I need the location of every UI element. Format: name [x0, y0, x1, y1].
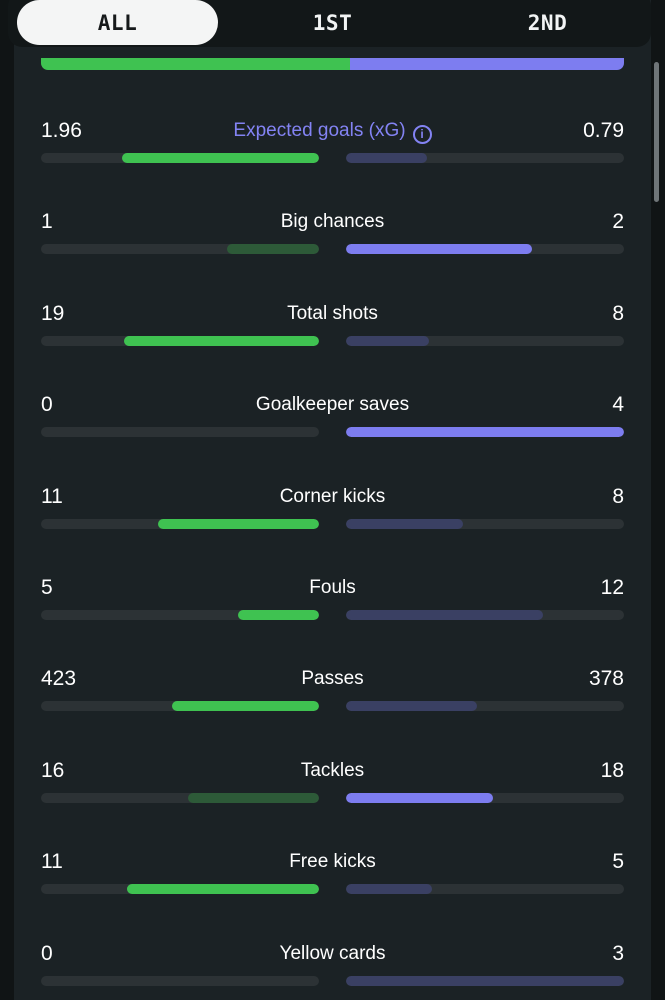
- stat-row: 5 Fouls 12: [41, 574, 624, 624]
- stat-away-bar-fill: [346, 518, 463, 529]
- stat-away-value: 4: [612, 393, 624, 417]
- period-tabs: ALL 1ST 2ND: [8, 0, 651, 47]
- stat-away-value: 0.79: [583, 119, 624, 142]
- stat-home-value: 16: [41, 758, 65, 782]
- stat-label-text: Tackles: [300, 759, 365, 781]
- stat-row: 0 Yellow cards 3: [41, 940, 624, 990]
- stat-home-value: 5: [41, 576, 53, 599]
- stat-home-bar-fill: [188, 792, 319, 803]
- stat-away-value: 18: [600, 758, 624, 782]
- stat-label-text: Free kicks: [289, 851, 376, 873]
- stat-away-bar: [346, 335, 624, 346]
- stat-label-text: Fouls: [309, 577, 356, 598]
- stat-label: Total shots: [41, 300, 624, 328]
- stat-label-text: Expected goals (xG): [233, 120, 406, 141]
- stat-away-bar: [346, 153, 624, 163]
- stat-label: Big chances: [41, 208, 624, 236]
- stat-home-bar: [41, 792, 319, 803]
- stats-card: [14, 0, 651, 1000]
- stat-home-bar: [41, 335, 319, 346]
- stat-home-bar: [41, 244, 319, 255]
- stat-away-value: 12: [600, 576, 624, 599]
- stat-home-bar: [41, 701, 319, 712]
- stat-label: Corner kicks: [41, 483, 624, 511]
- stat-home-bar: [41, 884, 319, 895]
- stat-away-bar: [346, 610, 624, 620]
- stat-home-value: 1.96: [41, 119, 82, 142]
- stat-away-value: 378: [588, 667, 624, 691]
- stat-home-bar-fill: [238, 610, 319, 620]
- stat-home-bar-fill: [227, 244, 319, 255]
- stat-home-bar: [41, 610, 319, 620]
- stat-away-bar-fill: [346, 610, 544, 620]
- stat-away-bar: [346, 792, 624, 803]
- stat-label[interactable]: Expected goals (xG) i: [41, 117, 624, 145]
- stat-away-bar: [346, 975, 624, 986]
- stat-away-bar: [346, 884, 624, 895]
- stat-away-bar: [346, 701, 624, 712]
- tab-first-half[interactable]: 1ST: [312, 10, 353, 35]
- stat-away-bar: [346, 427, 624, 438]
- stat-label: Yellow cards: [41, 940, 624, 968]
- stat-away-value: 8: [612, 301, 624, 325]
- stat-home-bar: [41, 975, 319, 986]
- stat-row: 19 Total shots 8: [41, 300, 624, 350]
- stat-home-value: 0: [41, 941, 53, 965]
- stat-label-text: Goalkeeper saves: [255, 394, 410, 416]
- stat-home-value: 1: [41, 210, 53, 234]
- stat-home-value: 19: [41, 301, 65, 325]
- stat-label-text: Corner kicks: [279, 485, 386, 507]
- stat-label: Passes: [41, 665, 624, 693]
- tab-all[interactable]: ALL: [17, 0, 218, 45]
- stat-row: 11 Corner kicks 8: [41, 483, 624, 533]
- stat-home-value: 11: [41, 484, 63, 508]
- stat-row: 1 Big chances 2: [41, 208, 624, 258]
- stat-row: 0 Goalkeeper saves 4: [41, 391, 624, 441]
- stat-away-bar-fill: [346, 244, 533, 255]
- stat-label-text: Total shots: [287, 302, 378, 324]
- stat-home-bar-fill: [171, 701, 319, 712]
- stat-away-bar-fill: [346, 427, 624, 438]
- stat-label-text: Big chances: [280, 211, 385, 233]
- stat-home-bar-fill: [121, 153, 319, 163]
- stat-row: 11 Free kicks 5: [41, 848, 624, 898]
- stat-row: 16 Tackles 18: [41, 757, 624, 807]
- stat-away-bar: [346, 244, 624, 255]
- stat-away-bar-fill: [346, 884, 433, 895]
- stat-away-bar-fill: [346, 701, 477, 712]
- possession-away-fill: [349, 58, 624, 70]
- stat-row: 423 Passes 378: [41, 665, 624, 715]
- stat-away-bar-fill: [346, 975, 624, 986]
- stat-home-bar-fill: [157, 518, 319, 529]
- stat-away-value: 8: [612, 484, 624, 508]
- info-icon[interactable]: i: [412, 125, 432, 144]
- stat-home-bar: [41, 427, 319, 438]
- possession-home-fill: [41, 58, 350, 70]
- stat-away-bar-fill: [346, 153, 427, 163]
- stat-home-bar: [41, 153, 319, 163]
- stat-label-text: Passes: [301, 668, 364, 690]
- stat-home-bar: [41, 518, 319, 529]
- stat-label: Tackles: [41, 757, 624, 785]
- stat-label: Fouls: [41, 574, 624, 602]
- stat-away-bar-fill: [346, 335, 430, 346]
- stat-away-bar: [346, 518, 624, 529]
- stat-away-value: 2: [612, 210, 624, 234]
- stat-label: Goalkeeper saves: [41, 391, 624, 419]
- tab-second-half[interactable]: 2ND: [527, 10, 568, 35]
- scrollbar[interactable]: [654, 62, 659, 202]
- stat-label: Free kicks: [41, 848, 624, 876]
- stat-label-text: Yellow cards: [279, 942, 386, 964]
- stat-away-value: 3: [612, 941, 624, 965]
- stat-home-value: 11: [41, 850, 63, 874]
- possession-bar: [41, 58, 624, 70]
- stat-home-value: 0: [41, 393, 53, 417]
- stat-home-bar-fill: [127, 884, 319, 895]
- stat-away-value: 5: [612, 850, 624, 874]
- stat-home-bar-fill: [124, 335, 319, 346]
- stat-away-bar-fill: [346, 792, 494, 803]
- stat-home-value: 423: [41, 667, 77, 691]
- stat-row: 1.96 Expected goals (xG) i 0.79: [41, 117, 624, 167]
